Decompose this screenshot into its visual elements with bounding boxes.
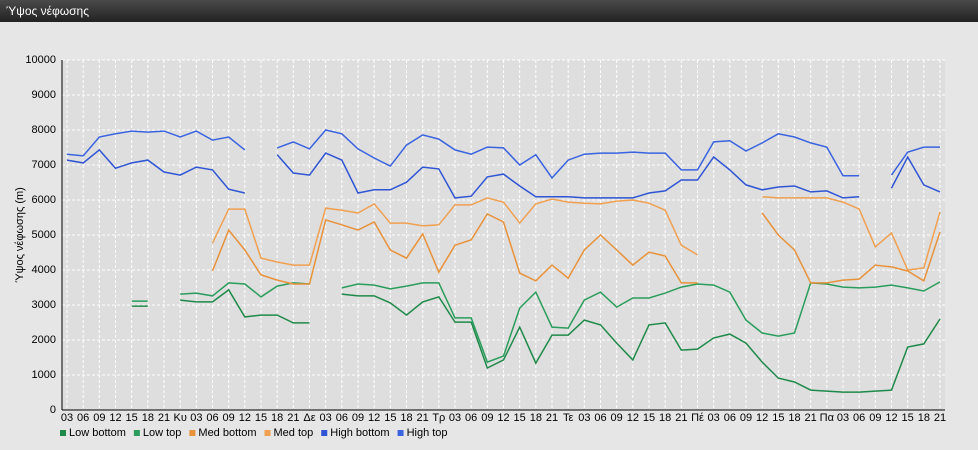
x-tick-label: 21	[934, 412, 946, 424]
legend-label: Low bottom	[69, 427, 126, 439]
x-tick-label: 12	[368, 412, 380, 424]
y-tick-label: 2000	[32, 334, 56, 346]
x-tick-label: 18	[271, 412, 283, 424]
x-tick-label: 09	[481, 412, 493, 424]
x-tick-label: 06	[77, 412, 89, 424]
legend-swatch	[133, 430, 140, 436]
x-tick-label: 21	[805, 412, 817, 424]
x-tick-label: 12	[239, 412, 251, 424]
x-tick-label: 15	[772, 412, 784, 424]
x-tick-label: 15	[255, 412, 267, 424]
x-tick-label: 12	[885, 412, 897, 424]
x-tick-label: 21	[417, 412, 429, 424]
legend-label: High bottom	[330, 427, 389, 439]
y-tick-label: 1000	[32, 369, 56, 381]
y-tick-label: 4000	[32, 264, 56, 276]
x-tick-label: 21	[287, 412, 299, 424]
legend-label: Med bottom	[198, 427, 256, 439]
series-line	[211, 196, 941, 271]
series-line	[131, 288, 941, 393]
series-line	[66, 148, 941, 199]
title-bar	[0, 0, 978, 22]
chart-title: Ύψος νέφωσης	[6, 4, 89, 18]
y-tick-label: 3000	[32, 299, 56, 311]
y-tick-label: 6000	[32, 194, 56, 206]
legend-swatch	[189, 430, 196, 436]
x-tick-label: 09	[93, 412, 105, 424]
x-tick-label: 21	[158, 412, 170, 424]
x-tick-label: 06	[465, 412, 477, 424]
x-tick-label: 12	[497, 412, 509, 424]
y-axis-label: Ύψος νέφωσης (m)	[14, 187, 26, 283]
y-tick-label: 0	[50, 404, 56, 416]
x-tick-label: Κυ	[173, 412, 186, 424]
y-tick-label: 5000	[32, 229, 56, 241]
x-tick-label: 09	[611, 412, 623, 424]
x-tick-label: Πέ	[691, 412, 704, 424]
x-tick-label: 03	[837, 412, 849, 424]
x-tick-label: 18	[918, 412, 930, 424]
x-tick-label: Πα	[820, 412, 835, 424]
x-tick-label: 18	[530, 412, 542, 424]
x-tick-label: 12	[627, 412, 639, 424]
x-tick-label: 06	[724, 412, 736, 424]
series-line	[66, 129, 940, 180]
legend-label: Low top	[143, 427, 182, 439]
x-tick-label: 03	[320, 412, 332, 424]
x-tick-label: 09	[223, 412, 235, 424]
y-tick-label: 7000	[32, 159, 56, 171]
y-tick-label: 9000	[32, 89, 56, 101]
x-tick-label: 06	[853, 412, 865, 424]
x-tick-label: 15	[384, 412, 396, 424]
legend-swatch	[264, 430, 271, 436]
legend-swatch	[397, 430, 404, 436]
x-tick-label: 15	[902, 412, 914, 424]
x-tick-label: 21	[546, 412, 558, 424]
x-tick-label: Τρ	[432, 412, 445, 424]
x-tick-label: Τε	[563, 412, 574, 424]
legend-swatch	[60, 430, 66, 436]
x-tick-label: 18	[142, 412, 154, 424]
x-tick-label: 09	[740, 412, 752, 424]
x-tick-label: 15	[514, 412, 526, 424]
y-tick-label: 10000	[25, 54, 56, 66]
x-tick-label: 09	[869, 412, 881, 424]
x-tick-label: 09	[352, 412, 364, 424]
x-tick-label: 03	[708, 412, 720, 424]
legend-label: Med top	[274, 427, 314, 439]
x-tick-label: 18	[788, 412, 800, 424]
y-tick-label: 8000	[32, 124, 56, 136]
legend-swatch	[321, 430, 328, 436]
x-tick-label: 21	[675, 412, 687, 424]
x-tick-label: 12	[756, 412, 768, 424]
x-tick-label: 15	[126, 412, 138, 424]
x-tick-label: 03	[190, 412, 202, 424]
x-tick-label: 15	[643, 412, 655, 424]
series-line	[131, 281, 941, 364]
x-tick-label: Δε	[303, 412, 315, 424]
x-tick-label: 03	[449, 412, 461, 424]
x-tick-label: 06	[594, 412, 606, 424]
x-tick-label: 03	[61, 412, 73, 424]
x-tick-label: 06	[206, 412, 218, 424]
x-tick-label: 06	[336, 412, 348, 424]
x-tick-label: 12	[109, 412, 121, 424]
x-tick-label: 18	[400, 412, 412, 424]
legend-label: High top	[407, 427, 448, 439]
x-tick-label: 03	[578, 412, 590, 424]
series-line	[211, 212, 941, 285]
x-tick-label: 18	[659, 412, 671, 424]
